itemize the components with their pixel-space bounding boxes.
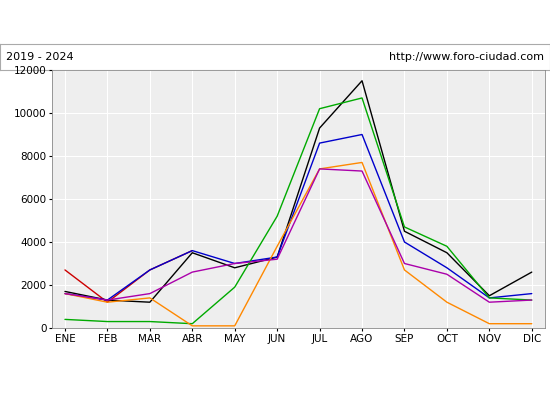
Text: http://www.foro-ciudad.com: http://www.foro-ciudad.com — [389, 52, 544, 62]
Text: Evolucion Nº Turistas Nacionales en el municipio de Alfoz de Lloredo: Evolucion Nº Turistas Nacionales en el m… — [25, 14, 525, 30]
Text: 2019 - 2024: 2019 - 2024 — [6, 52, 73, 62]
